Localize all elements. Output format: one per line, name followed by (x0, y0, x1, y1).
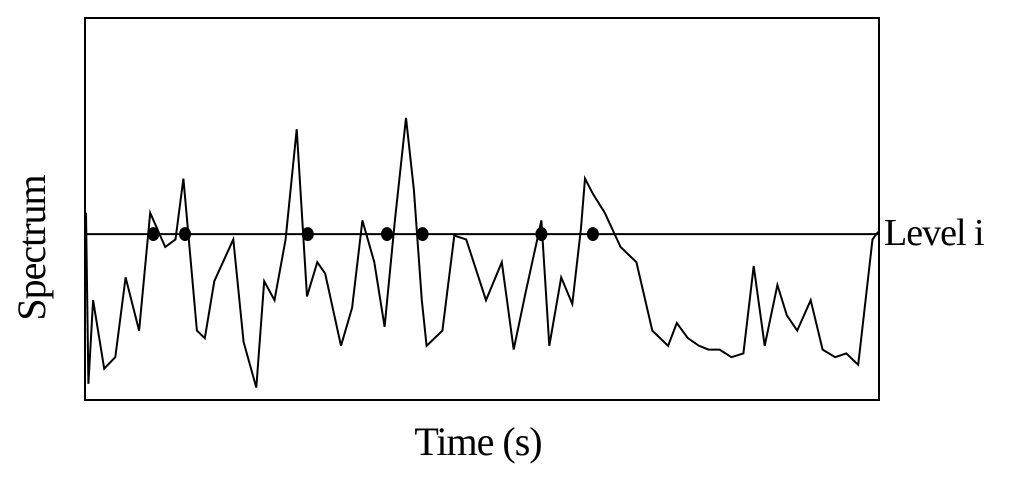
crossing-marker (416, 227, 429, 242)
x-axis-label: Time (s) (414, 419, 541, 464)
plot-frame (84, 17, 880, 401)
y-axis-label: Spectrum (9, 174, 54, 320)
crossing-marker (301, 227, 314, 242)
crossing-marker (179, 227, 191, 242)
series-layer (85, 117, 879, 388)
crossing-marker (586, 227, 599, 242)
threshold-label: Level i (884, 212, 984, 254)
spectrum-series-line (85, 117, 879, 388)
crossing-marker (535, 227, 548, 242)
crossing-marker (147, 227, 160, 242)
crossing-marker (380, 227, 393, 242)
marker-layer (147, 227, 599, 242)
